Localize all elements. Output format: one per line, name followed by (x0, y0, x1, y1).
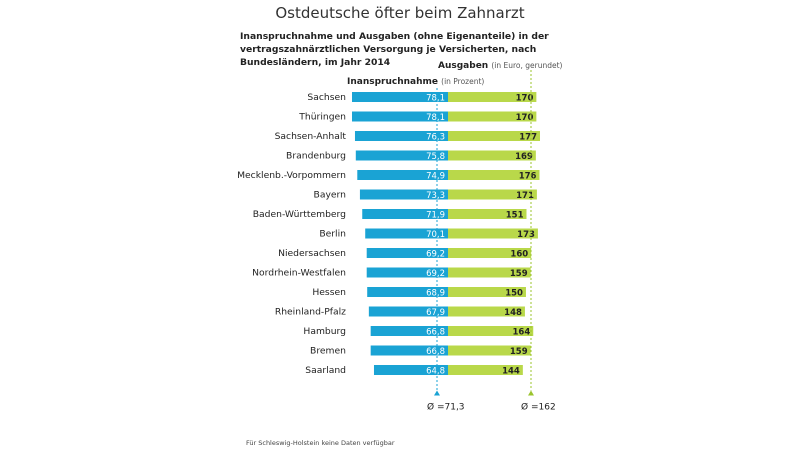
usage-bar (352, 111, 448, 122)
spending-value-label: 144 (502, 366, 520, 376)
category-label: Baden-Württemberg (253, 209, 346, 220)
category-label: Hamburg (303, 326, 346, 337)
usage-value-label: 68,9 (426, 288, 445, 298)
usage-average-marker (434, 390, 440, 396)
spending-average-label: Ø =162 (521, 402, 556, 413)
spending-bar (448, 150, 536, 161)
spending-value-label: 148 (504, 308, 522, 318)
usage-bar (370, 345, 448, 356)
usage-value-label: 66,8 (426, 347, 445, 357)
spending-bar (448, 111, 537, 122)
spending-value-label: 160 (510, 249, 528, 259)
usage-bar (352, 92, 448, 102)
spending-value-label: 170 (516, 93, 534, 103)
usage-value-label: 78,1 (426, 93, 445, 103)
spending-value-label: 177 (519, 132, 537, 142)
spending-value-label: 164 (512, 327, 530, 337)
usage-value-label: 71,9 (426, 210, 445, 220)
spending-value-label: 150 (505, 288, 523, 298)
usage-bar (367, 287, 448, 297)
spending-value-label: 173 (517, 230, 535, 240)
category-label: Nordrhein-Westfalen (252, 268, 346, 279)
category-label: Sachsen-Anhalt (275, 131, 347, 142)
spending-value-label: 159 (510, 347, 528, 357)
category-label: Thüringen (298, 112, 346, 123)
category-label: Berlin (319, 229, 346, 240)
usage-bar (373, 365, 448, 375)
category-label: Bayern (314, 190, 347, 201)
usage-bar (366, 248, 448, 258)
legend-spending: Ausgaben (in Euro, gerundet) (438, 61, 562, 71)
legend-usage-label: Inanspruchnahme (347, 77, 438, 87)
spending-bar (448, 92, 537, 102)
category-label: Niedersachsen (278, 248, 346, 259)
footnote: Für Schleswig-Holstein keine Daten verfü… (246, 439, 395, 447)
chart-title: Ostdeutsche öfter beim Zahnarzt (275, 4, 525, 22)
legend-spending-note: (in Euro, gerundet) (491, 61, 563, 70)
usage-bar (357, 170, 448, 180)
usage-bar (366, 267, 448, 278)
usage-bar (370, 326, 448, 336)
legend-usage-note: (in Prozent) (441, 77, 485, 86)
spending-bar (448, 248, 532, 258)
chart-subtitle: Inanspruchnahme und Ausgaben (ohne Eigen… (240, 31, 549, 68)
spending-value-label: 176 (519, 171, 537, 181)
spending-bar (448, 287, 526, 297)
spending-value-label: 170 (516, 113, 534, 123)
spending-bar (448, 228, 538, 239)
spending-bar (448, 306, 525, 317)
usage-bar (354, 131, 448, 141)
legend-spending-label: Ausgaben (438, 61, 489, 71)
spending-value-label: 151 (506, 210, 524, 220)
category-label: Bremen (310, 346, 346, 357)
usage-value-label: 78,1 (426, 113, 445, 123)
spending-bar (448, 131, 540, 141)
usage-bar (359, 189, 448, 200)
spending-value-label: 169 (515, 152, 533, 162)
category-label: Saarland (305, 365, 346, 376)
usage-bar (355, 150, 448, 161)
spending-bar (448, 267, 531, 278)
spending-value-label: 171 (516, 191, 534, 201)
category-label: Brandenburg (286, 151, 346, 162)
category-label: Mecklenb.-Vorpommern (237, 170, 346, 181)
spending-bar (448, 326, 534, 336)
spending-bar (448, 365, 523, 375)
usage-value-label: 75,8 (426, 152, 445, 162)
usage-value-label: 67,9 (426, 308, 445, 318)
spending-bar (448, 170, 540, 180)
spending-average-marker (528, 390, 534, 396)
usage-value-label: 74,9 (426, 171, 445, 181)
category-label: Rheinland-Pfalz (275, 307, 346, 318)
spending-bar (448, 209, 527, 219)
legend-usage: Inanspruchnahme (in Prozent) (347, 77, 484, 87)
usage-average-label: Ø =71,3 (427, 402, 465, 413)
usage-value-label: 70,1 (426, 230, 445, 240)
spending-bar (448, 345, 531, 356)
usage-bar (362, 209, 448, 219)
usage-bar (368, 306, 448, 317)
usage-value-label: 66,8 (426, 327, 445, 337)
usage-value-label: 69,2 (426, 249, 445, 259)
usage-value-label: 64,8 (426, 366, 445, 376)
usage-bar (365, 228, 448, 239)
usage-value-label: 76,3 (426, 132, 445, 142)
spending-bar (448, 189, 537, 200)
category-label: Sachsen (307, 92, 346, 103)
usage-value-label: 73,3 (426, 191, 445, 201)
usage-value-label: 69,2 (426, 269, 445, 279)
spending-value-label: 159 (510, 269, 528, 279)
category-label: Hessen (312, 287, 346, 298)
